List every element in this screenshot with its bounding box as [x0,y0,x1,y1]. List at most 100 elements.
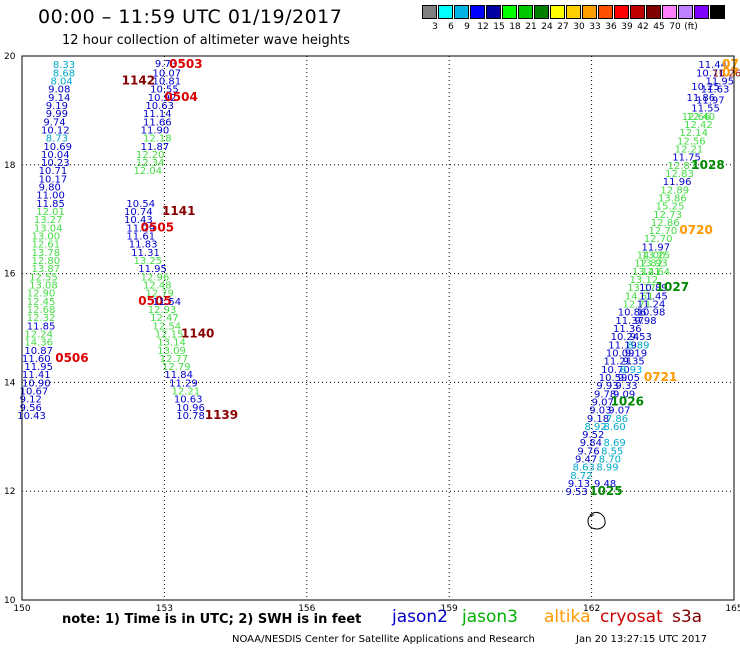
color-swatch-label: 39 [621,22,633,32]
wave-height-value: 11.97 [696,96,725,107]
y-tick-label: 14 [4,378,16,388]
wave-height-value: 8.70 [599,455,621,466]
wave-height-value: 9.33 [615,381,637,392]
wave-height-value: 11.36 [613,324,642,335]
wave-height-value: 8.60 [603,422,625,433]
pass-time-label: 0505 [141,220,174,234]
wave-height-value: 11.75 [672,153,701,164]
wave-height-value: 8.72 [570,471,592,482]
color-swatch-label: 33 [589,22,601,32]
color-swatch [550,5,565,19]
wave-height-value: 11.95 [138,264,167,275]
wave-height-value: 11.24 [637,300,666,311]
wave-height-value: 13.86 [658,193,687,204]
wave-height-value: 13.04 [34,223,63,234]
wave-height-value: 8.33 [53,60,75,71]
wave-height-value: 8.73 [46,134,68,145]
wave-height-value: 8.04 [50,76,72,87]
wave-height-value: 9.05 [618,373,640,384]
credit-text: NOAA/NESDIS Center for Satellite Applica… [232,634,535,645]
wave-height-value: 11.90 [141,125,170,136]
wave-height-value: 11.61 [126,232,155,243]
color-swatch [486,5,501,19]
color-swatch [694,5,709,19]
wave-height-value: 11.85 [36,199,65,210]
wave-height-value: 11.19 [608,340,637,351]
wave-height-value: 13.17 [627,283,656,294]
wave-height-value: 13.41 [632,267,661,278]
wave-height-value: 11.29 [169,378,198,389]
wave-height-value: 12.83 [665,169,694,180]
wave-height-value: 9.78 [594,389,616,400]
color-swatch [598,5,613,19]
x-tick-label: 156 [298,604,315,614]
wave-height-value: 11.41 [22,370,51,381]
wave-height-value: 12.47 [150,313,179,324]
wave-height-value: 11.21 [603,357,632,368]
wave-height-value: 10.63 [174,395,203,406]
wave-height-value: 9.76 [577,446,599,457]
color-swatch-label: 70 [669,22,681,32]
wave-height-value: 10.71 [696,68,725,79]
wave-height-value: 10.25 [691,82,720,93]
color-swatch [710,5,725,19]
pass-time-label: 1139 [205,408,238,422]
wave-height-value: 12.32 [27,313,56,324]
wave-height-value: 12.61 [31,240,60,251]
wave-height-value: 13.12 [630,275,659,286]
color-swatch [582,5,597,19]
wave-height-value: 10.26 [713,68,740,79]
wave-height-value: 10.89 [639,283,668,294]
wave-height-value: 9.12 [20,395,42,406]
color-swatch-label: 9 [464,22,470,32]
wave-height-value: 12.24 [24,329,53,340]
wave-height-value: 10.70 [601,365,630,376]
wave-height-value: 10.04 [41,150,70,161]
pass-time-label: 0503 [169,57,202,71]
wave-height-value: 14.36 [24,338,53,349]
wave-height-value: 13.08 [29,280,58,291]
y-tick-label: 18 [4,161,16,171]
wave-height-value: 11.29 [126,223,155,234]
pass-time-label: 0721 [644,370,677,384]
wave-height-value: 8.63 [573,463,595,474]
wave-height-value: 9.48 [594,479,616,490]
wave-height-value: 13.93 [639,259,668,270]
wave-height-value: 10.55 [150,85,179,96]
wave-height-value: 12.71 [622,300,651,311]
y-tick-label: 10 [4,596,16,606]
wave-height-value: 12.68 [27,305,56,316]
color-swatch-label: 42 [637,22,649,32]
pass-time-label: 0718 [722,57,740,71]
wave-height-value: 7.86 [606,414,628,425]
wave-height-value: 13.27 [34,215,63,226]
wave-height-value: 12.96 [141,272,170,283]
wave-height-value: 12.04 [134,166,163,177]
pass-time-label: 1142 [122,73,155,87]
wave-height-value: 10.43 [17,411,46,422]
mission-label: cryosat [600,607,663,627]
mission-label: jason2 [392,607,448,627]
pass-time-label: 1140 [181,326,214,340]
wave-height-value: 8.69 [603,438,625,449]
wave-height-value: 8.99 [596,463,618,474]
wave-height-value: 15.25 [656,202,685,213]
wave-height-value: 10.69 [43,142,72,153]
wave-height-value: 10.81 [153,76,182,87]
wave-height-value: 9.35 [622,357,644,368]
wave-height-value: 12.55 [29,272,58,283]
wave-height-value: 9.84 [580,438,602,449]
wave-height-value: 11.54 [153,297,182,308]
pass-time-label: 1141 [162,204,195,218]
color-swatch [646,5,661,19]
wave-height-value: 9.19 [625,348,647,359]
wave-height-value: 12.64 [641,267,670,278]
wave-height-value: 11.83 [129,240,158,251]
wave-height-value: 12.14 [679,128,708,139]
wave-height-value: 10.43 [124,215,153,226]
wave-height-value: 9.07 [608,406,630,417]
wave-height-value: 10.71 [39,166,68,177]
x-tick-label: 162 [583,604,600,614]
